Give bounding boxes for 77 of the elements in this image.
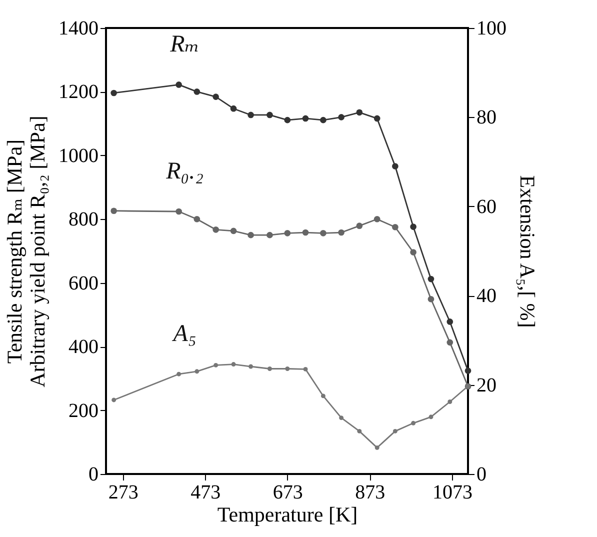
y-tick-label: 1200 — [58, 81, 98, 104]
point — [284, 116, 291, 124]
point — [248, 364, 254, 369]
point — [338, 229, 344, 236]
series-label: Rₘ — [169, 32, 200, 58]
point — [194, 216, 200, 222]
point — [338, 114, 344, 120]
y-tick-label: 1400 — [58, 18, 98, 40]
point — [392, 428, 398, 434]
y-axis-title: Tensile strength Rₘ [MPa] Arbitrary yield point R₀,₂ [MPa] — [2, 116, 50, 388]
point — [448, 400, 452, 404]
point — [110, 90, 117, 96]
point — [320, 116, 326, 124]
y2-tick-label: 0 — [476, 464, 486, 486]
point — [266, 112, 273, 118]
point — [194, 88, 200, 95]
point — [302, 115, 309, 122]
point — [374, 216, 380, 222]
point — [248, 112, 254, 118]
series-label: R₀.₂ — [165, 158, 204, 184]
x-tick-label: 473 — [190, 482, 221, 504]
point — [303, 366, 308, 372]
point — [212, 226, 219, 233]
y2-tick-label: 20 — [476, 374, 496, 396]
y2-tick-label: 60 — [476, 196, 496, 218]
point — [374, 445, 380, 450]
point — [446, 339, 454, 346]
y-tick-label: 400 — [68, 336, 98, 358]
point — [428, 296, 434, 302]
point — [356, 222, 363, 229]
point — [428, 414, 434, 420]
x-axis-title: Temperature [K] — [217, 502, 358, 526]
series-label: A₅ — [171, 321, 196, 348]
point — [266, 232, 273, 238]
x-tick-label: 273 — [108, 482, 138, 504]
point — [320, 230, 326, 236]
y-tick-label: 800 — [68, 208, 98, 231]
point — [357, 428, 362, 434]
point — [231, 362, 236, 367]
y-tick-label: 600 — [68, 272, 98, 294]
point — [374, 115, 380, 122]
point — [446, 318, 454, 325]
point — [411, 420, 416, 426]
y-tick-label: 1000 — [58, 144, 98, 167]
y2-tick-label: 100 — [476, 18, 506, 40]
point — [267, 366, 272, 371]
point — [410, 249, 416, 256]
point — [356, 109, 363, 116]
point — [230, 228, 237, 234]
y-tick-label: 0 — [88, 464, 98, 486]
x-tick-label: 873 — [355, 482, 386, 504]
point — [392, 224, 398, 230]
point — [194, 369, 200, 374]
point — [110, 208, 117, 214]
point — [464, 368, 472, 374]
point — [285, 366, 290, 371]
point — [302, 229, 309, 236]
x-tick-label: 1073 — [432, 482, 472, 504]
point — [392, 163, 398, 170]
point — [320, 394, 326, 398]
point — [212, 94, 219, 100]
point — [428, 276, 434, 282]
point — [176, 372, 182, 376]
point — [230, 105, 237, 112]
point — [176, 82, 182, 88]
y-tick-label: 200 — [68, 400, 98, 422]
point — [176, 208, 182, 215]
y2-axis-title: Extension A₅,[ %] — [516, 175, 540, 328]
y2-tick-label: 80 — [476, 106, 496, 129]
point — [112, 398, 116, 402]
x-tick-label: 673 — [272, 482, 303, 504]
point — [410, 224, 416, 230]
point — [339, 416, 344, 420]
point — [248, 232, 254, 238]
y2-tick-label: 40 — [476, 285, 496, 308]
point — [284, 230, 291, 236]
point — [214, 362, 218, 368]
